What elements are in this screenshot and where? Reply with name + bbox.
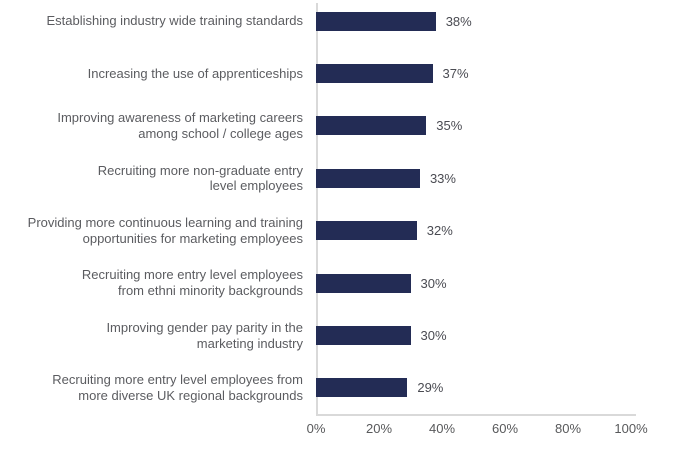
- category-label: Establishing industry wide training stan…: [46, 13, 303, 29]
- bar-zone: 33%: [316, 152, 688, 204]
- bar-row: Increasing the use of apprenticeships 37…: [0, 47, 688, 99]
- x-tick-label: 40%: [428, 421, 456, 436]
- x-tick-label: 0%: [306, 421, 326, 436]
- value-label: 33%: [429, 170, 456, 186]
- value-label: 38%: [445, 13, 472, 29]
- category-label: Recruiting more entry level employees fr…: [52, 372, 303, 403]
- bar-rows: Establishing industry wide training stan…: [0, 0, 688, 414]
- bar-zone: 35%: [316, 100, 688, 152]
- bar: [316, 11, 436, 31]
- bar-row: Establishing industry wide training stan…: [0, 0, 688, 47]
- category-label: Increasing the use of apprenticeships: [87, 65, 303, 81]
- value-label: 32%: [426, 223, 453, 239]
- category-label: Recruiting more non-graduate entry level…: [97, 162, 303, 194]
- bar: [316, 64, 433, 84]
- value-label: 29%: [417, 380, 444, 396]
- bar-row: Providing more continuous learning and t…: [0, 205, 688, 257]
- value-label: 30%: [420, 275, 447, 291]
- y-axis-line: [316, 3, 318, 415]
- bar: [316, 168, 420, 188]
- value-label: 30%: [420, 328, 447, 344]
- value-label: 37%: [442, 66, 469, 82]
- category-label: Recruiting more entry level employees fr…: [81, 267, 303, 299]
- bar-row: Recruiting more entry level employees fr…: [0, 362, 688, 414]
- category-label: Improving gender pay parity in the marke…: [106, 319, 303, 351]
- bar-row: Recruiting more non-graduate entry level…: [0, 152, 688, 204]
- bar: [316, 326, 411, 346]
- x-tick-label: 80%: [554, 421, 582, 436]
- bar-row: Improving gender pay parity in the marke…: [0, 309, 688, 361]
- bar: [316, 378, 408, 398]
- bar: [316, 116, 427, 136]
- bar-zone: 30%: [316, 309, 688, 361]
- bar: [316, 221, 417, 241]
- category-label: Providing more continuous learning and t…: [27, 214, 303, 246]
- x-tick-label: 100%: [614, 421, 648, 436]
- bar-zone: 32%: [316, 205, 688, 257]
- bar-row: Improving awareness of marketing careers…: [0, 100, 688, 152]
- bar-zone: 37%: [316, 47, 688, 99]
- x-tick-label: 20%: [365, 421, 393, 436]
- bar-row: Recruiting more entry level employees fr…: [0, 257, 688, 309]
- category-label: Improving awareness of marketing careers…: [57, 110, 303, 141]
- bar-zone: 38%: [316, 0, 688, 47]
- x-axis-ticks: 0% 20% 40% 60% 80% 100%: [307, 421, 656, 441]
- bar-zone: 29%: [316, 362, 688, 414]
- x-axis-line: [316, 414, 636, 416]
- value-label: 35%: [436, 118, 463, 134]
- bar: [316, 273, 411, 293]
- bar-zone: 30%: [316, 257, 688, 309]
- x-tick-label: 60%: [491, 421, 519, 436]
